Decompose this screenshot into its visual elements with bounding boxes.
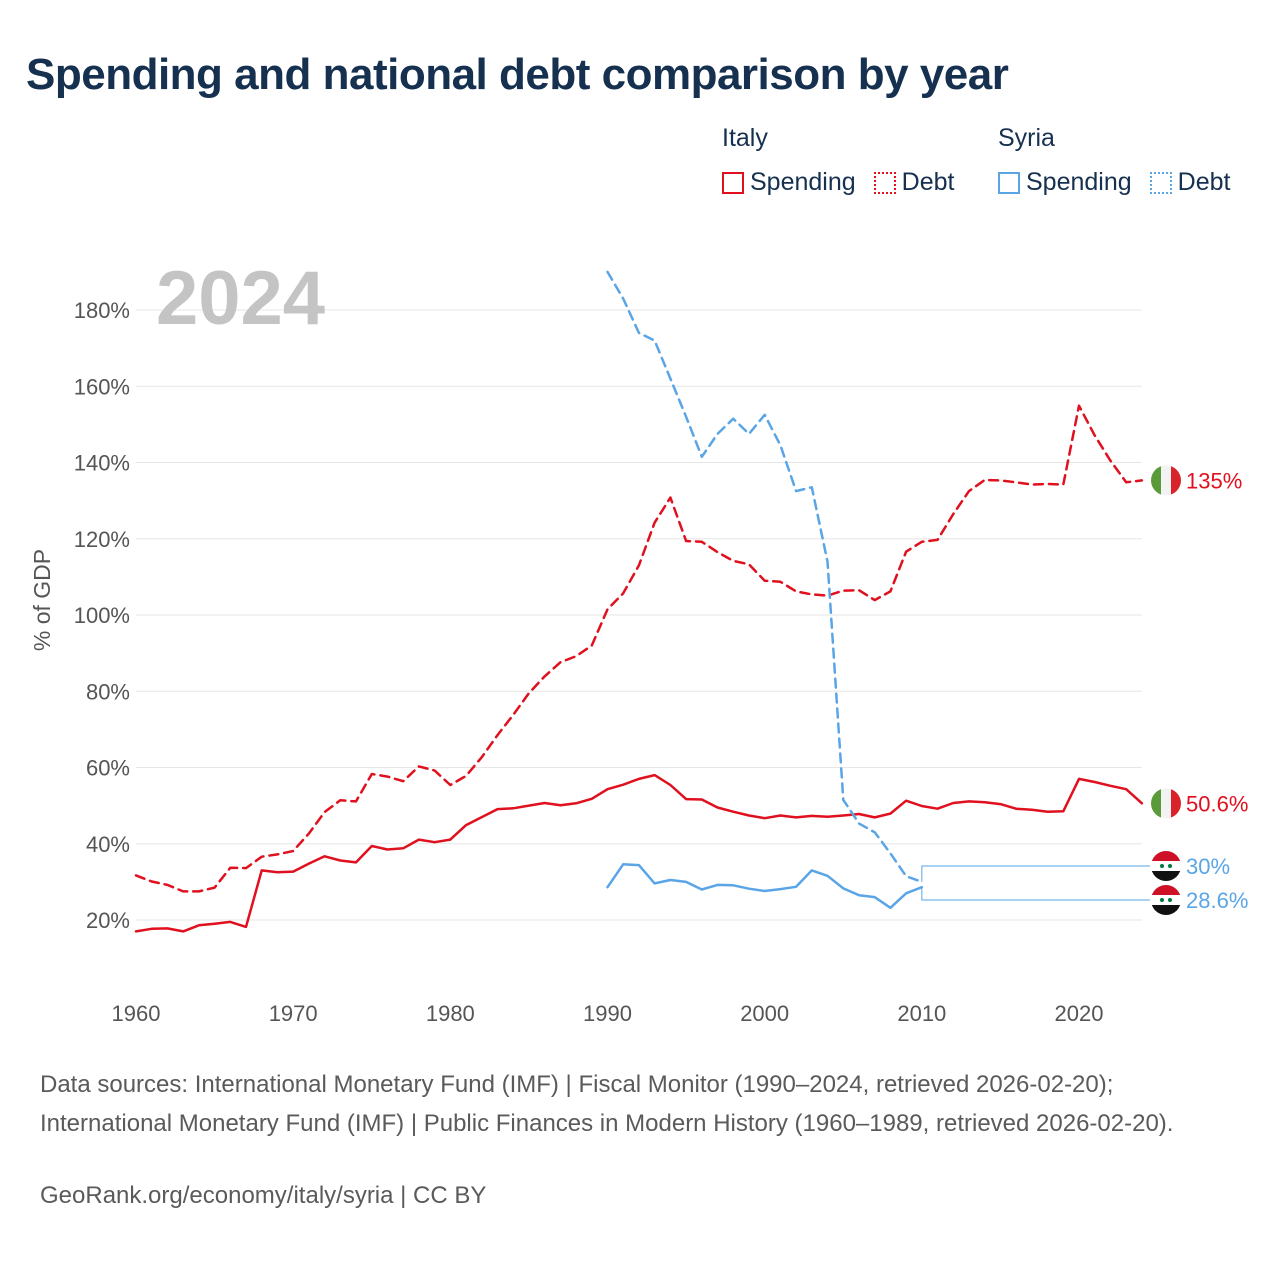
flag-stripe bbox=[1171, 465, 1181, 496]
legend-group-title: Syria bbox=[998, 124, 1055, 152]
solid-line-swatch bbox=[998, 171, 1020, 194]
flag-stripe bbox=[1161, 788, 1171, 819]
y-tick-label: 160% bbox=[74, 374, 130, 399]
y-tick-label: 180% bbox=[74, 298, 130, 323]
x-tick-label: 2020 bbox=[1055, 1001, 1104, 1026]
x-tick-label: 1990 bbox=[583, 1001, 632, 1026]
dotted-line-swatch bbox=[1149, 171, 1172, 194]
grid-layer bbox=[136, 309, 1142, 921]
year-watermark: 2024 bbox=[156, 256, 325, 341]
legend-group-title: Italy bbox=[722, 124, 768, 152]
legend-item-italy-debt[interactable]: Debt bbox=[873, 168, 955, 197]
legend-group-syria: Syria Spending Debt bbox=[998, 124, 1230, 197]
y-tick-label: 20% bbox=[86, 908, 130, 933]
x-tick-label: 1980 bbox=[426, 1001, 475, 1026]
legend-item-syria-spending[interactable]: Spending bbox=[998, 168, 1132, 197]
syria-flag-icon bbox=[1151, 885, 1181, 915]
syria-spending-leader bbox=[921, 887, 1150, 901]
italy-spending-end-label: 50.6% bbox=[1186, 791, 1248, 816]
flag-stripe bbox=[1151, 465, 1161, 496]
credit-link[interactable]: GeoRank.org/economy/italy/syria | CC BY bbox=[40, 1182, 487, 1209]
flag-star bbox=[1160, 864, 1164, 868]
flag-stripe bbox=[1151, 871, 1181, 881]
syria-flag-icon bbox=[1151, 851, 1181, 881]
legend-item-label: Debt bbox=[1177, 168, 1231, 196]
legend-item-italy-spending[interactable]: Spending bbox=[722, 168, 856, 197]
tick-layer: 20% 40% 60% 80% 100% 120% 140% 160% 180% 1960 1970… bbox=[74, 298, 1104, 1026]
flag-stripe bbox=[1151, 851, 1181, 861]
y-tick-label: 120% bbox=[74, 527, 130, 552]
y-tick-label: 140% bbox=[74, 451, 130, 476]
x-tick-label: 1960 bbox=[112, 1001, 161, 1026]
y-tick-label: 80% bbox=[86, 679, 130, 704]
flag-stripe bbox=[1151, 788, 1161, 819]
y-axis-title: % of GDP bbox=[29, 549, 55, 651]
data-sources-text: Data sources: International Monetary Fun… bbox=[40, 1071, 1174, 1137]
flag-star bbox=[1168, 864, 1172, 868]
y-tick-label: 40% bbox=[86, 832, 130, 857]
flag-stripe bbox=[1151, 885, 1181, 895]
flag-stripe bbox=[1161, 465, 1171, 496]
syria-spending-line bbox=[606, 863, 924, 910]
legend-item-syria-debt[interactable]: Debt bbox=[1149, 168, 1231, 197]
x-tick-label: 1970 bbox=[269, 1001, 318, 1026]
legend-item-label: Spending bbox=[750, 168, 856, 196]
flag-stripe bbox=[1151, 905, 1181, 915]
data-sources: Data sources: International Monetary Fun… bbox=[40, 1065, 1240, 1143]
label-layer: 135% 50.6% 30% 28.6% bbox=[921, 465, 1248, 915]
x-tick-label: 2010 bbox=[897, 1001, 946, 1026]
flag-stripe bbox=[1171, 788, 1181, 819]
legend-item-label: Spending bbox=[1026, 168, 1132, 196]
dotted-line-swatch bbox=[873, 171, 896, 194]
legend-group-italy: Italy Spending Debt bbox=[722, 124, 954, 197]
legend-item-label: Debt bbox=[901, 168, 955, 196]
line-chart: 2024 % of GDP 20% 40% 60% 80% 100% 120% 140% 16… bbox=[29, 256, 1248, 1026]
solid-line-swatch bbox=[722, 171, 744, 194]
flag-star bbox=[1168, 898, 1172, 902]
italy-flag-icon bbox=[1151, 465, 1181, 496]
y-tick-label: 100% bbox=[74, 603, 130, 628]
syria-debt-line bbox=[606, 270, 924, 884]
syria-spending-end-label: 28.6% bbox=[1186, 888, 1248, 913]
flag-stripe bbox=[1151, 861, 1181, 871]
flag-star bbox=[1160, 898, 1164, 902]
chart-title: Spending and national debt comparison by… bbox=[26, 50, 1009, 99]
italy-debt-end-label: 135% bbox=[1186, 468, 1242, 493]
syria-debt-end-label: 30% bbox=[1186, 854, 1230, 879]
italy-debt-line bbox=[134, 404, 1144, 893]
italy-spending-line bbox=[134, 773, 1144, 933]
series-layer bbox=[134, 270, 1144, 933]
x-tick-label: 2000 bbox=[740, 1001, 789, 1026]
italy-flag-icon bbox=[1151, 788, 1181, 819]
flag-stripe bbox=[1151, 895, 1181, 905]
y-tick-label: 60% bbox=[86, 756, 130, 781]
syria-debt-leader bbox=[921, 865, 1150, 882]
